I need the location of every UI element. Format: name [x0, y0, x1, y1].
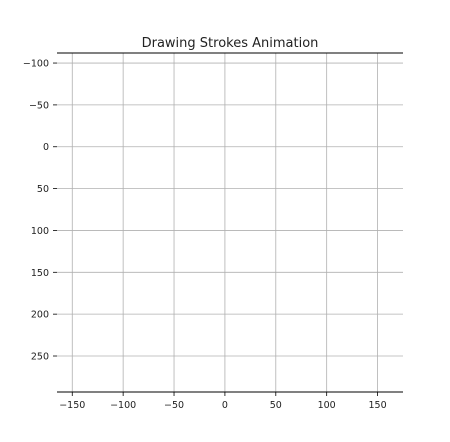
y-tick-label: 100: [31, 226, 49, 237]
grid: [57, 53, 403, 392]
y-tick-label: 150: [31, 268, 49, 279]
x-tick-label: −50: [164, 400, 184, 411]
y-axis: −100 −50 0 50 100 150 200 250: [23, 59, 57, 363]
x-axis: −150 −100 −50 0 50 100 150: [59, 392, 387, 411]
x-tick-label: −150: [59, 400, 85, 411]
y-tick-label: 0: [43, 142, 49, 153]
x-tick-label: 50: [270, 400, 282, 411]
chart-title: Drawing Strokes Animation: [142, 36, 319, 51]
x-tick-label: 0: [222, 400, 228, 411]
x-tick-label: −100: [110, 400, 136, 411]
y-tick-label: −50: [29, 100, 49, 111]
x-tick-label: 150: [368, 400, 386, 411]
y-tick-label: 250: [31, 352, 49, 363]
y-tick-label: 200: [31, 310, 49, 321]
y-tick-label: −100: [23, 59, 49, 70]
x-tick-label: 100: [318, 400, 336, 411]
y-tick-label: 50: [37, 184, 49, 195]
